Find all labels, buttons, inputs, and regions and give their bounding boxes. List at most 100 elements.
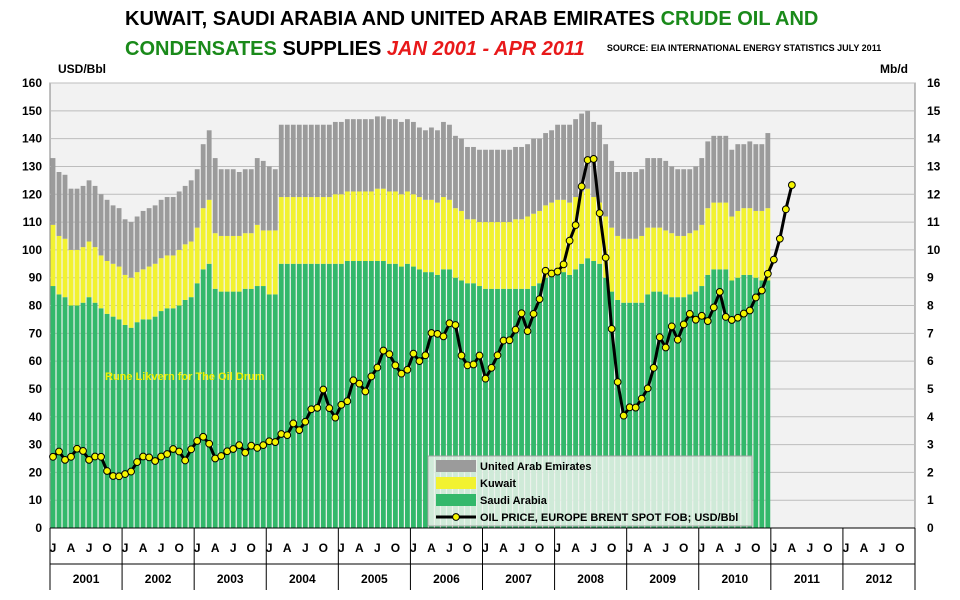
bar-kuwait bbox=[116, 266, 122, 320]
bar-kuwait bbox=[513, 219, 518, 289]
legend-box bbox=[427, 455, 753, 527]
oil-price-point bbox=[589, 155, 598, 163]
oil-price-point bbox=[325, 404, 334, 413]
bar-saudi-arabia bbox=[507, 288, 512, 528]
oil-price-point bbox=[679, 320, 688, 329]
x-year-label: 2005 bbox=[361, 572, 388, 586]
bar-united-arab-emirates bbox=[62, 174, 68, 239]
bar-saudi-arabia bbox=[254, 286, 260, 528]
x-month-label: A bbox=[643, 541, 652, 555]
bar-kuwait bbox=[188, 241, 194, 298]
oil-price-point bbox=[355, 379, 364, 388]
oil-price-point bbox=[373, 363, 382, 372]
oil-price-point bbox=[97, 452, 105, 461]
y-left-tick-label: 140 bbox=[22, 132, 42, 146]
chart-title: KUWAIT, SAUDI ARABIA AND UNITED ARAB EMI… bbox=[125, 4, 881, 67]
oil-price-point bbox=[151, 457, 160, 465]
bar-saudi-arabia bbox=[681, 297, 687, 528]
bar-kuwait bbox=[657, 227, 663, 292]
oil-price-point bbox=[409, 349, 418, 358]
bar-kuwait bbox=[399, 194, 404, 267]
y-right-tick-label: 4 bbox=[927, 410, 934, 424]
oil-price-point bbox=[397, 369, 406, 378]
bar-united-arab-emirates bbox=[717, 135, 723, 203]
oil-price-point bbox=[289, 419, 298, 428]
title-part-countries: KUWAIT, SAUDI ARABIA AND UNITED ARAB EMI… bbox=[125, 8, 655, 30]
x-month-label: J bbox=[482, 541, 489, 555]
bar-kuwait bbox=[230, 235, 236, 292]
oil-price-point bbox=[127, 467, 135, 476]
x-month-label: J bbox=[698, 541, 705, 555]
y-right-tick-label: 16 bbox=[927, 76, 941, 90]
bar-united-arab-emirates bbox=[393, 119, 398, 192]
bar-saudi-arabia bbox=[423, 272, 428, 529]
legend-label: United Arab Emirates bbox=[480, 461, 591, 473]
bar-saudi-arabia bbox=[573, 269, 579, 528]
bar-saudi-arabia bbox=[657, 291, 663, 528]
x-month-label: J bbox=[50, 541, 57, 555]
bar-united-arab-emirates bbox=[128, 222, 134, 278]
bar-kuwait bbox=[122, 274, 128, 325]
title-part-period: JAN 2001 - APR 2011 bbox=[386, 38, 585, 60]
bar-united-arab-emirates bbox=[603, 144, 609, 217]
bar-saudi-arabia bbox=[50, 286, 56, 528]
bar-kuwait bbox=[747, 208, 753, 275]
bar-united-arab-emirates bbox=[483, 149, 488, 223]
bar-united-arab-emirates bbox=[374, 116, 380, 189]
bar-kuwait bbox=[248, 233, 254, 289]
oil-price-point bbox=[415, 357, 424, 366]
bar-kuwait bbox=[254, 224, 260, 287]
bar-kuwait bbox=[284, 197, 290, 264]
bar-saudi-arabia bbox=[639, 302, 645, 528]
bar-united-arab-emirates bbox=[380, 116, 386, 189]
bar-united-arab-emirates bbox=[669, 166, 675, 234]
oil-price-point bbox=[331, 413, 340, 422]
bar-united-arab-emirates bbox=[459, 138, 464, 211]
x-month-label: J bbox=[734, 541, 741, 555]
x-year-label: 2003 bbox=[217, 572, 244, 586]
bar-kuwait bbox=[753, 210, 759, 278]
bar-saudi-arabia bbox=[290, 263, 296, 528]
bar-united-arab-emirates bbox=[284, 124, 290, 198]
y-left-tick-label: 100 bbox=[22, 243, 42, 257]
oil-price-point bbox=[181, 456, 190, 465]
y-right-tick-label: 3 bbox=[927, 438, 934, 452]
oil-price-point bbox=[667, 322, 676, 331]
oil-price-point bbox=[241, 448, 250, 457]
x-year-label: 2006 bbox=[433, 572, 460, 586]
bar-united-arab-emirates bbox=[501, 149, 506, 223]
bar-united-arab-emirates bbox=[729, 149, 735, 217]
legend-swatch bbox=[436, 477, 476, 489]
bar-saudi-arabia bbox=[459, 280, 464, 528]
bar-saudi-arabia bbox=[453, 277, 458, 528]
bar-united-arab-emirates bbox=[447, 124, 452, 200]
oil-price-point bbox=[343, 397, 352, 406]
bar-kuwait bbox=[645, 227, 651, 295]
bar-saudi-arabia bbox=[699, 286, 705, 528]
oil-price-point bbox=[61, 455, 69, 464]
bar-united-arab-emirates bbox=[711, 135, 717, 203]
legend-line-marker bbox=[452, 513, 460, 521]
legend-swatch bbox=[436, 494, 476, 506]
bar-united-arab-emirates bbox=[663, 160, 669, 231]
bar-kuwait bbox=[134, 272, 140, 323]
chart-source: SOURCE: EIA INTERNATIONAL ENERGY STATIST… bbox=[606, 43, 882, 53]
bar-united-arab-emirates bbox=[200, 144, 206, 209]
bar-saudi-arabia bbox=[320, 263, 326, 528]
bar-saudi-arabia bbox=[386, 263, 392, 528]
bar-united-arab-emirates bbox=[609, 160, 615, 228]
y-left-tick-label: 30 bbox=[29, 438, 43, 452]
oil-price-point bbox=[361, 387, 370, 396]
oil-price-point bbox=[205, 439, 214, 448]
bar-saudi-arabia bbox=[549, 274, 554, 528]
bar-kuwait bbox=[507, 222, 512, 289]
bar-saudi-arabia bbox=[759, 280, 765, 528]
y-right-tick-label: 9 bbox=[927, 271, 934, 285]
bar-united-arab-emirates bbox=[50, 158, 56, 225]
bar-united-arab-emirates bbox=[308, 124, 314, 198]
bar-kuwait bbox=[495, 222, 500, 289]
bar-united-arab-emirates bbox=[687, 169, 693, 234]
bar-united-arab-emirates bbox=[152, 205, 158, 264]
bar-saudi-arabia bbox=[627, 302, 633, 528]
bar-kuwait bbox=[368, 191, 374, 261]
